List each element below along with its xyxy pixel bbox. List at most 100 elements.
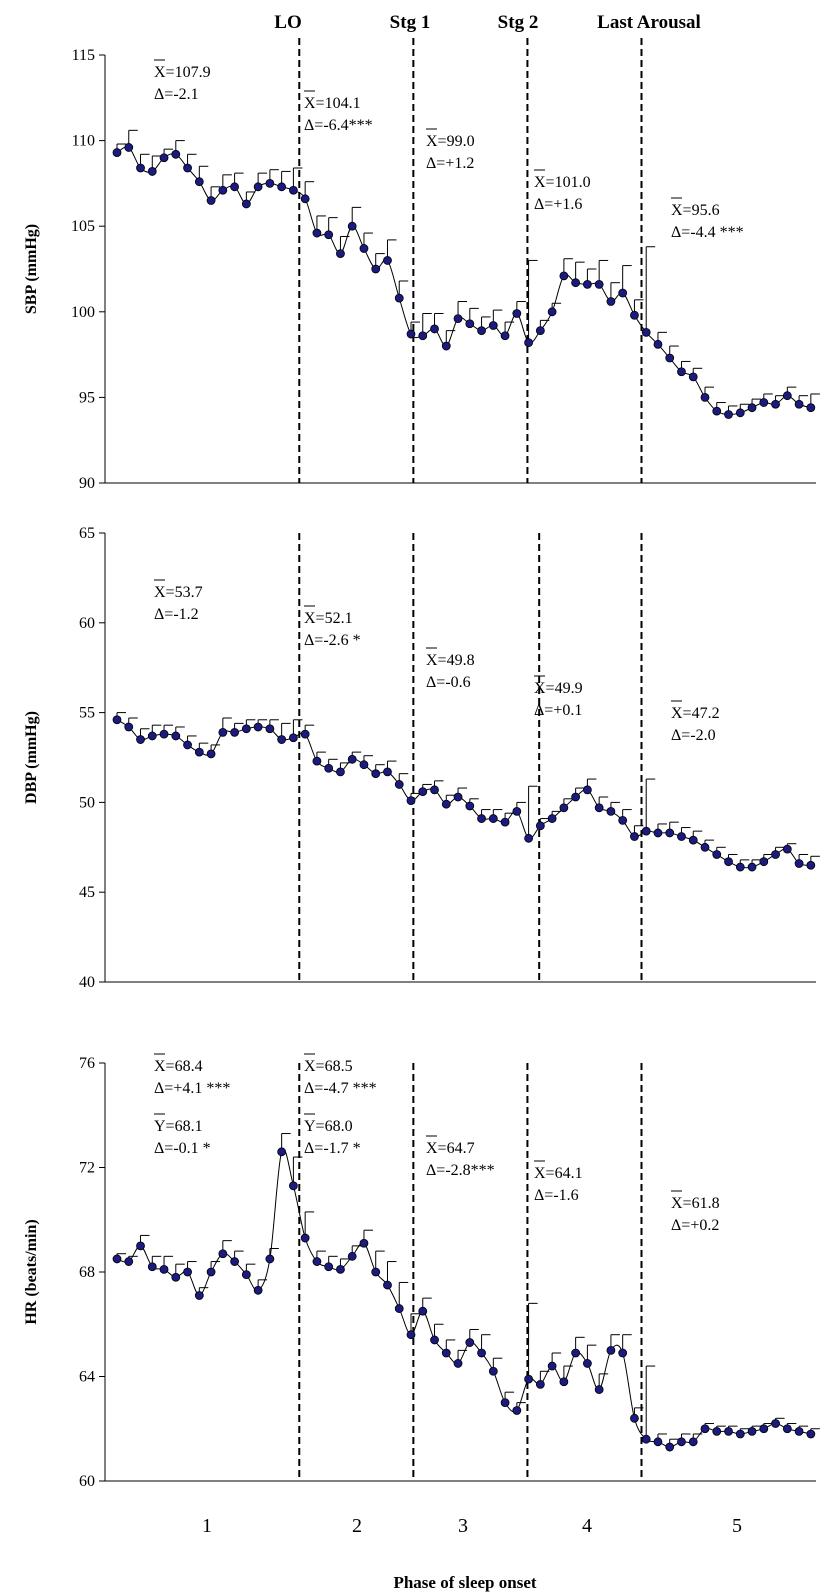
data-point [465, 319, 475, 329]
data-point [453, 314, 463, 324]
data-point [512, 309, 522, 318]
y-tick-label: 65 [79, 525, 95, 542]
mean-annotation: X=68.5 [304, 1058, 353, 1075]
data-point [430, 1335, 439, 1345]
y-tick-label: 90 [79, 475, 95, 492]
delta-annotation: Δ=+1.6 [534, 196, 582, 213]
data-point [253, 1285, 263, 1295]
phase-label-last-arousal: Last Arousal [597, 12, 701, 33]
data-point [771, 1419, 780, 1428]
data-point [300, 194, 310, 204]
phase-label-stg2: Stg 2 [498, 12, 539, 33]
data-point [724, 1426, 733, 1436]
data-point [206, 196, 216, 205]
data-point [712, 850, 722, 859]
data-point [559, 803, 569, 813]
data-point [124, 722, 134, 732]
data-point [735, 408, 745, 418]
data-point [641, 1434, 651, 1444]
data-point [571, 1348, 581, 1358]
data-point [794, 859, 804, 868]
data-point [136, 1241, 145, 1251]
data-point [794, 1426, 804, 1436]
data-point [218, 727, 228, 737]
data-point [594, 280, 604, 289]
data-point [477, 326, 486, 336]
data-point [347, 1251, 357, 1261]
data-point [324, 230, 334, 240]
x-category-label: 2 [352, 1515, 362, 1537]
data-point [500, 817, 510, 827]
data-point [559, 271, 569, 281]
data-point [171, 731, 181, 741]
y-tick-label: 100 [71, 304, 95, 321]
data-point [700, 392, 710, 402]
data-point [206, 1267, 216, 1277]
y-axis-title: SBP (mmHg) [23, 224, 40, 314]
mean-annotation-secondary: Y=68.0 [304, 1118, 353, 1135]
mean-annotation: X=49.8 [426, 652, 475, 669]
data-point [136, 735, 145, 744]
dbp-panel: 40 45 50 55 60 65 DBP (mmHg) X=53.7 Δ=-1.2 X=52.1… [23, 525, 820, 991]
data-point [665, 828, 675, 838]
data-point [383, 1280, 392, 1290]
data-point [288, 733, 298, 743]
data-point [700, 1424, 710, 1434]
phase-label-stg1: Stg 1 [390, 12, 431, 33]
delta-annotation: Δ=-1.2 [154, 606, 199, 623]
data-point [712, 1426, 722, 1436]
data-point [547, 1361, 557, 1371]
series-line [116, 1148, 811, 1448]
data-point [724, 857, 733, 867]
data-point [535, 821, 545, 831]
data-point [477, 1348, 486, 1358]
y-tick-label: 95 [79, 389, 95, 406]
data-point [653, 828, 663, 838]
y-tick-label: 50 [79, 794, 95, 811]
mean-annotation: X=64.1 [534, 1165, 583, 1182]
data-point [688, 372, 698, 382]
data-point [724, 410, 733, 419]
x-axis-title: Phase of sleep onset [393, 1573, 536, 1592]
data-point [183, 1267, 192, 1277]
data-point [688, 835, 698, 845]
data-point [665, 1442, 675, 1452]
data-point [218, 1249, 228, 1259]
data-point [771, 850, 780, 859]
data-point [336, 767, 345, 777]
delta-annotation: Δ=-2.0 [671, 727, 716, 744]
data-point [265, 178, 275, 188]
data-point [453, 792, 463, 802]
data-point [688, 1437, 698, 1447]
data-point [324, 763, 334, 773]
data-point [653, 1437, 663, 1447]
data-point [147, 731, 157, 741]
data-point [394, 780, 404, 789]
data-point [159, 153, 169, 163]
data-point [230, 182, 240, 192]
data-point [112, 1254, 122, 1264]
data-point [312, 756, 322, 766]
data-point [759, 398, 769, 407]
data-point [806, 860, 816, 870]
data-point [524, 1374, 533, 1384]
data-point [441, 1348, 451, 1358]
data-point [735, 862, 745, 872]
data-point [535, 1379, 545, 1389]
data-point [194, 747, 204, 757]
data-point [465, 1338, 475, 1347]
data-point [677, 1437, 686, 1447]
data-point [630, 1413, 639, 1423]
y-tick-label: 115 [72, 47, 95, 64]
x-category-label: 5 [732, 1515, 742, 1537]
data-point [618, 1348, 628, 1358]
y-tick-label: 72 [79, 1160, 95, 1177]
data-point [583, 280, 592, 289]
data-point [230, 727, 240, 737]
data-point [583, 1359, 592, 1368]
data-point [677, 367, 686, 377]
data-point [371, 264, 381, 274]
data-point [159, 729, 169, 739]
data-point [559, 1377, 569, 1387]
data-point [806, 1429, 816, 1439]
